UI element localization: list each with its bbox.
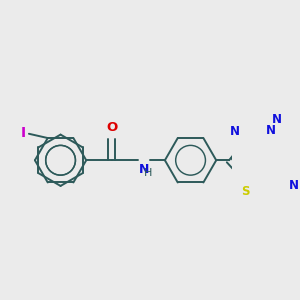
Text: N: N bbox=[138, 163, 149, 176]
Text: N: N bbox=[272, 113, 282, 126]
Text: H: H bbox=[143, 168, 152, 178]
Text: N: N bbox=[289, 179, 299, 192]
Text: N: N bbox=[266, 124, 276, 137]
Text: S: S bbox=[241, 185, 250, 198]
Text: I: I bbox=[21, 126, 26, 140]
Text: N: N bbox=[230, 125, 240, 138]
Text: O: O bbox=[106, 121, 118, 134]
